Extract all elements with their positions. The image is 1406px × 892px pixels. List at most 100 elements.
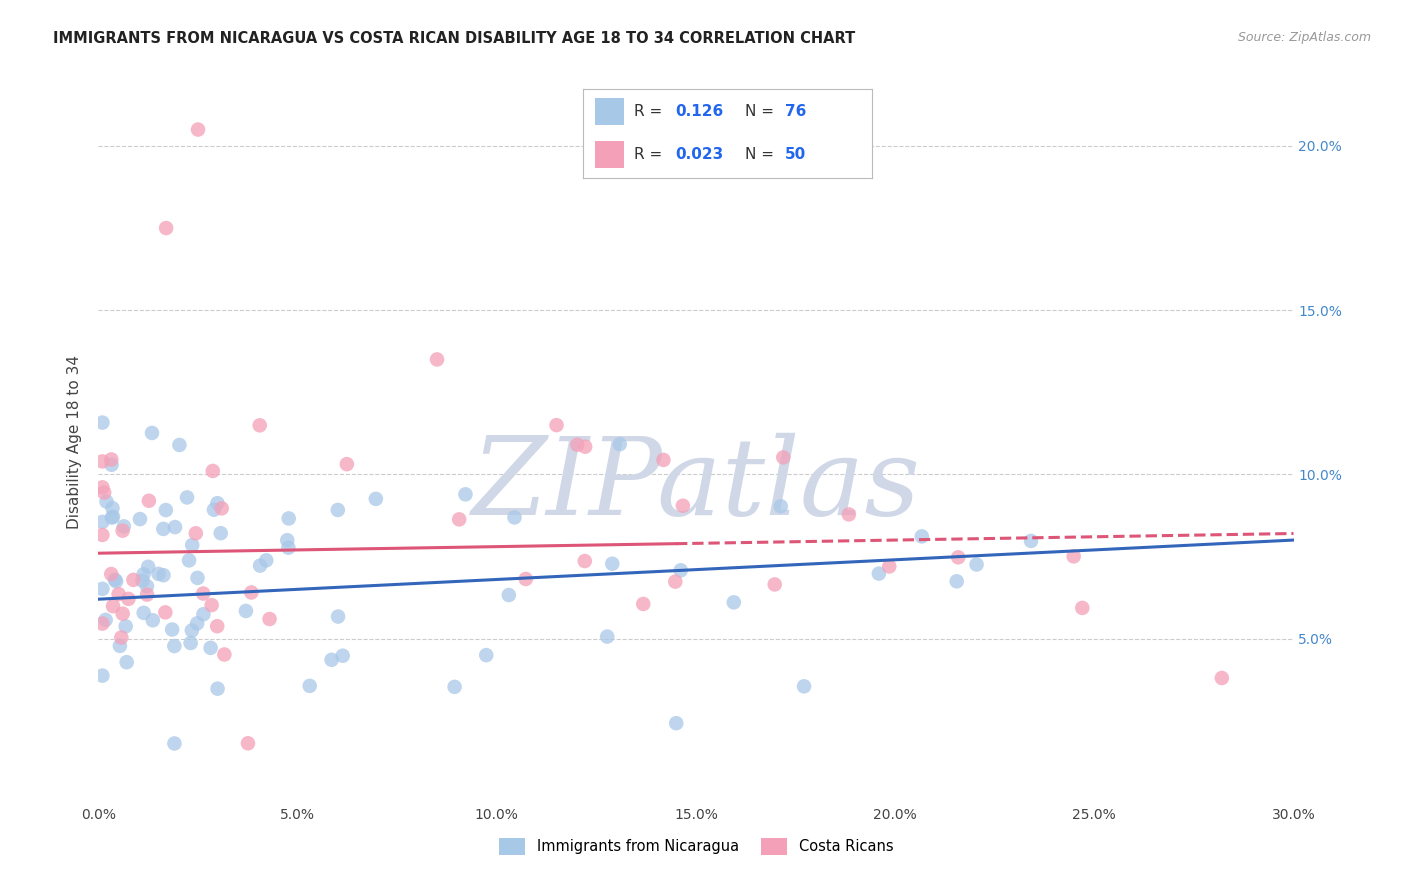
Point: [201, 464, 224, 478]
Point: [200, 640, 222, 655]
Point: [91, 528, 114, 542]
Point: [838, 508, 860, 522]
Point: [136, 559, 159, 574]
Point: [236, 736, 259, 750]
Point: [110, 631, 132, 645]
Point: [665, 716, 688, 731]
Point: [169, 438, 191, 452]
Point: [240, 585, 263, 599]
Point: [138, 493, 160, 508]
Point: [155, 606, 177, 620]
Point: [332, 648, 354, 663]
Point: [101, 510, 124, 524]
Point: [91, 480, 114, 494]
Point: [326, 503, 349, 517]
Point: [1071, 601, 1094, 615]
Point: [136, 579, 159, 593]
Point: [111, 607, 134, 621]
Point: [596, 630, 619, 644]
Point: [163, 639, 186, 653]
Point: [155, 503, 177, 517]
Point: [1063, 549, 1085, 564]
Point: [129, 512, 152, 526]
Point: [131, 574, 153, 588]
Text: 76: 76: [785, 104, 807, 120]
Point: [122, 573, 145, 587]
Point: [214, 648, 236, 662]
Point: [793, 679, 815, 693]
Text: N =: N =: [745, 147, 779, 161]
Point: [91, 582, 114, 596]
Point: [202, 502, 225, 516]
Point: [155, 221, 177, 235]
Point: [114, 619, 136, 633]
Point: [180, 624, 202, 638]
Point: [148, 566, 170, 581]
Point: [609, 437, 631, 451]
Point: [91, 515, 114, 529]
Text: R =: R =: [634, 147, 666, 161]
Point: [115, 655, 138, 669]
Point: [449, 512, 471, 526]
Point: [193, 607, 215, 622]
Point: [104, 573, 127, 587]
Legend: Immigrants from Nicaragua, Costa Ricans: Immigrants from Nicaragua, Costa Ricans: [494, 832, 898, 861]
Point: [101, 509, 124, 524]
Point: [141, 425, 163, 440]
Point: [205, 619, 228, 633]
Text: Source: ZipAtlas.com: Source: ZipAtlas.com: [1237, 31, 1371, 45]
Text: 0.023: 0.023: [676, 147, 724, 161]
Point: [664, 574, 686, 589]
Point: [163, 736, 186, 750]
Point: [152, 522, 174, 536]
Text: N =: N =: [745, 104, 779, 120]
FancyBboxPatch shape: [595, 141, 624, 168]
Point: [186, 616, 208, 631]
Point: [101, 599, 124, 614]
Point: [105, 574, 128, 589]
Point: [142, 613, 165, 627]
Point: [177, 553, 200, 567]
Point: [454, 487, 477, 501]
Point: [336, 457, 359, 471]
Point: [94, 613, 117, 627]
Point: [91, 668, 114, 682]
Text: 0.126: 0.126: [676, 104, 724, 120]
Text: 50: 50: [785, 147, 807, 161]
Point: [1211, 671, 1233, 685]
Y-axis label: Disability Age 18 to 34: Disability Age 18 to 34: [67, 354, 83, 529]
Point: [101, 501, 124, 516]
Point: [574, 554, 596, 568]
Point: [277, 511, 299, 525]
Point: [546, 418, 568, 433]
Point: [187, 122, 209, 136]
Point: [91, 616, 114, 631]
Point: [107, 587, 129, 601]
Point: [91, 454, 114, 468]
Point: [100, 452, 122, 467]
Point: [112, 519, 135, 533]
Point: [193, 586, 215, 600]
Point: [96, 494, 118, 508]
Point: [326, 609, 349, 624]
Point: [152, 568, 174, 582]
Point: [364, 491, 387, 506]
Point: [321, 653, 343, 667]
Point: [769, 500, 792, 514]
Point: [948, 550, 970, 565]
Point: [723, 595, 745, 609]
Point: [207, 681, 229, 696]
Point: [132, 606, 155, 620]
Point: [211, 501, 233, 516]
Point: [567, 438, 589, 452]
Point: [132, 567, 155, 582]
Point: [443, 680, 465, 694]
Point: [136, 588, 159, 602]
Text: IMMIGRANTS FROM NICARAGUA VS COSTA RICAN DISABILITY AGE 18 TO 34 CORRELATION CHA: IMMIGRANTS FROM NICARAGUA VS COSTA RICAN…: [53, 31, 856, 46]
Point: [100, 458, 122, 472]
Point: [249, 558, 271, 573]
Point: [276, 533, 298, 548]
Point: [600, 557, 623, 571]
Point: [652, 453, 675, 467]
Point: [259, 612, 281, 626]
